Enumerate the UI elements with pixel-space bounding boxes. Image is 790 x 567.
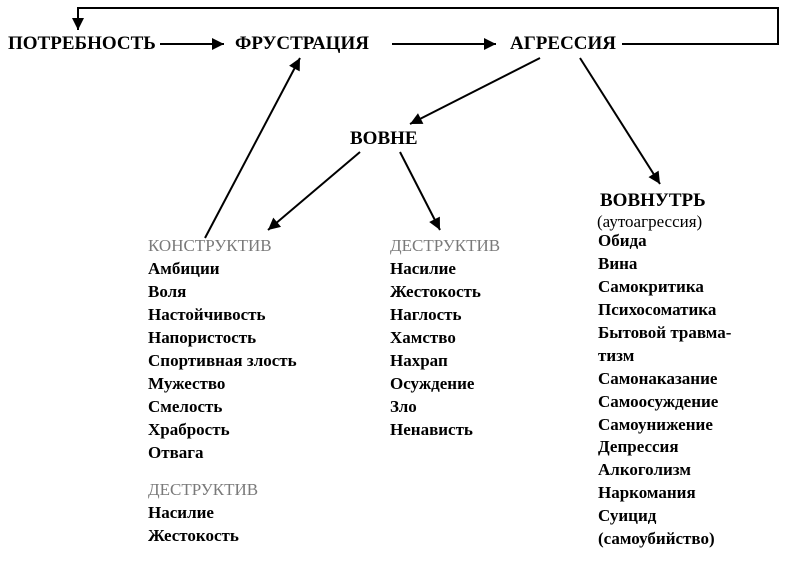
outward-to-constructive xyxy=(268,152,360,230)
heading-constructive: КОНСТРУКТИВ xyxy=(148,236,297,256)
node-frustration: ФРУСТРАЦИЯ xyxy=(235,33,369,55)
constructive-to-frustration xyxy=(205,58,300,238)
list-item: Смелость xyxy=(148,396,297,419)
list-constructive: КОНСТРУКТИВ Амбиции Воля Настойчивость Н… xyxy=(148,236,297,464)
list-item: Самоунижение xyxy=(598,414,731,437)
outward-to-destructive xyxy=(400,152,440,230)
node-aggression: АГРЕССИЯ xyxy=(510,33,616,55)
heading-destructive-left: ДЕСТРУКТИВ xyxy=(148,480,258,500)
list-item: Обида xyxy=(598,230,731,253)
list-item: Насилие xyxy=(390,258,500,281)
list-item: Спортивная злость xyxy=(148,350,297,373)
list-item: Самонаказание xyxy=(598,368,731,391)
list-item: Отвага xyxy=(148,442,297,465)
list-item: Психосоматика xyxy=(598,299,731,322)
list-item: Депрессия xyxy=(598,436,731,459)
list-destructive-center: ДЕСТРУКТИВ Насилие Жестокость Наглость Х… xyxy=(390,236,500,442)
aggression-to-outward xyxy=(410,58,540,124)
list-item: (самоубийство) xyxy=(598,528,731,551)
list-item: Бытовой травма- xyxy=(598,322,731,345)
aggression-loop-to-need xyxy=(78,8,778,44)
list-item: Ненависть xyxy=(390,419,500,442)
list-item: Напористость xyxy=(148,327,297,350)
list-item: Самокритика xyxy=(598,276,731,299)
list-item: Вина xyxy=(598,253,731,276)
list-item: Жестокость xyxy=(390,281,500,304)
list-item: тизм xyxy=(598,345,731,368)
node-inward: ВОВНУТРЬ xyxy=(600,190,706,212)
aggression-to-inward xyxy=(580,58,660,184)
list-item: Насилие xyxy=(148,502,258,525)
list-destructive-left: ДЕСТРУКТИВ Насилие Жестокость xyxy=(148,480,258,548)
list-item: Мужество xyxy=(148,373,297,396)
list-inward: Обида Вина Самокритика Психосоматика Быт… xyxy=(598,230,731,551)
list-item: Настойчивость xyxy=(148,304,297,327)
list-item: Храбрость xyxy=(148,419,297,442)
list-item: Нахрап xyxy=(390,350,500,373)
node-inward-subtitle: (аутоагрессия) xyxy=(597,212,702,232)
node-outward: ВОВНЕ xyxy=(350,128,418,150)
list-item: Суицид xyxy=(598,505,731,528)
list-item: Воля xyxy=(148,281,297,304)
list-item: Осуждение xyxy=(390,373,500,396)
list-item: Хамство xyxy=(390,327,500,350)
node-need: ПОТРЕБНОСТЬ xyxy=(8,33,156,55)
list-item: Самоосуждение xyxy=(598,391,731,414)
list-item: Зло xyxy=(390,396,500,419)
list-item: Наркомания xyxy=(598,482,731,505)
heading-destructive-center: ДЕСТРУКТИВ xyxy=(390,236,500,256)
list-item: Наглость xyxy=(390,304,500,327)
list-item: Амбиции xyxy=(148,258,297,281)
list-item: Жестокость xyxy=(148,525,258,548)
list-item: Алкоголизм xyxy=(598,459,731,482)
